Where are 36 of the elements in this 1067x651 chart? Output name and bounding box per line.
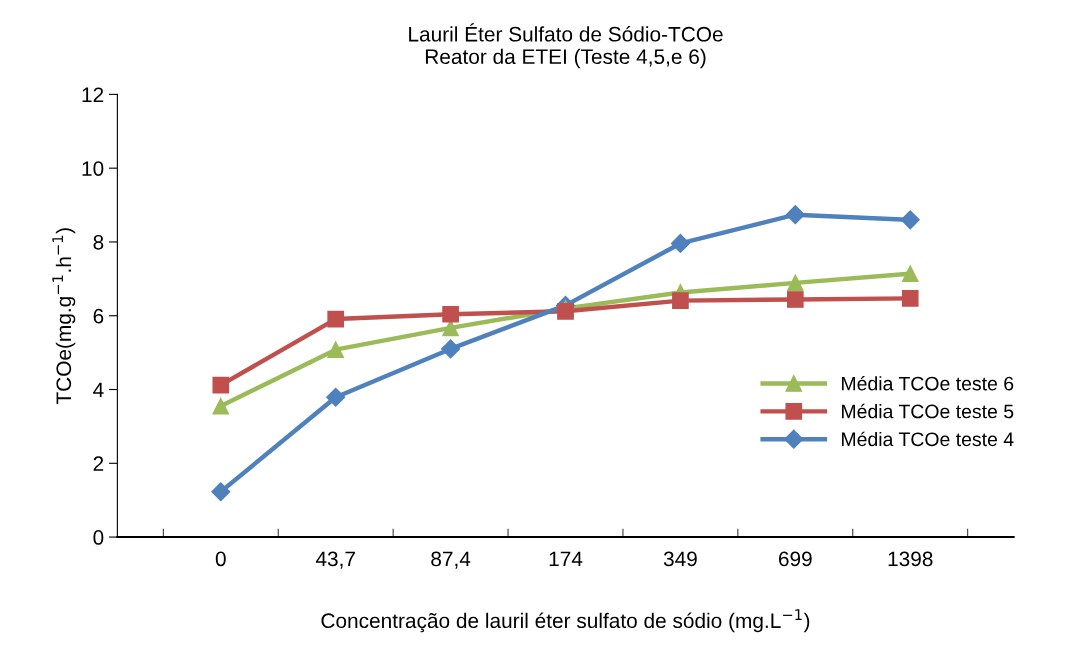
y-tick-label: 12 [82,87,104,102]
x-tick-label: 174 [549,551,583,567]
legend-label: Média TCOe teste 4 [842,431,1014,447]
y-tick-label: 2 [93,456,104,471]
point [785,205,805,225]
point [901,290,919,307]
y-tick-label: 0 [93,530,104,545]
chart-title: Lauril Éter Sulfato de Sódio-TCOe Reator da ETEI (Teste 4,5,e 6) [409,23,723,69]
x-tick-label: 349 [663,551,697,567]
x-tick-label: 87,4 [431,551,471,569]
point [212,397,230,415]
point [441,339,461,359]
x-axis-title: Concentração de lauril éter sulfato de sódio (mg.L$^{−1}$) [321,609,810,633]
point [900,210,920,230]
legend-label: Média TCOe teste 5 [842,403,1014,419]
point [327,341,345,359]
y-tick-label: 6 [93,308,104,324]
point [670,233,690,253]
y-tick-label: 8 [93,234,104,250]
y-tick-label: 4 [93,382,104,398]
x-tick-label: 1398 [888,551,933,567]
legend-label: Média TCOe teste 6 [842,375,1014,391]
point [786,291,804,308]
y-axis-title: TCOe(mg.g$^{−1}$.h$^{−1}$) [52,228,76,405]
point [786,274,804,292]
x-tick-label: 699 [779,551,812,567]
point [326,387,346,407]
point [211,482,231,502]
point [442,305,459,323]
point [672,292,689,309]
point [327,310,345,328]
x-tick-label: 0 [215,551,226,567]
point [212,376,230,394]
y-tick-label: 10 [82,161,104,176]
point [901,265,919,283]
x-tick-label: 43,7 [315,551,355,569]
